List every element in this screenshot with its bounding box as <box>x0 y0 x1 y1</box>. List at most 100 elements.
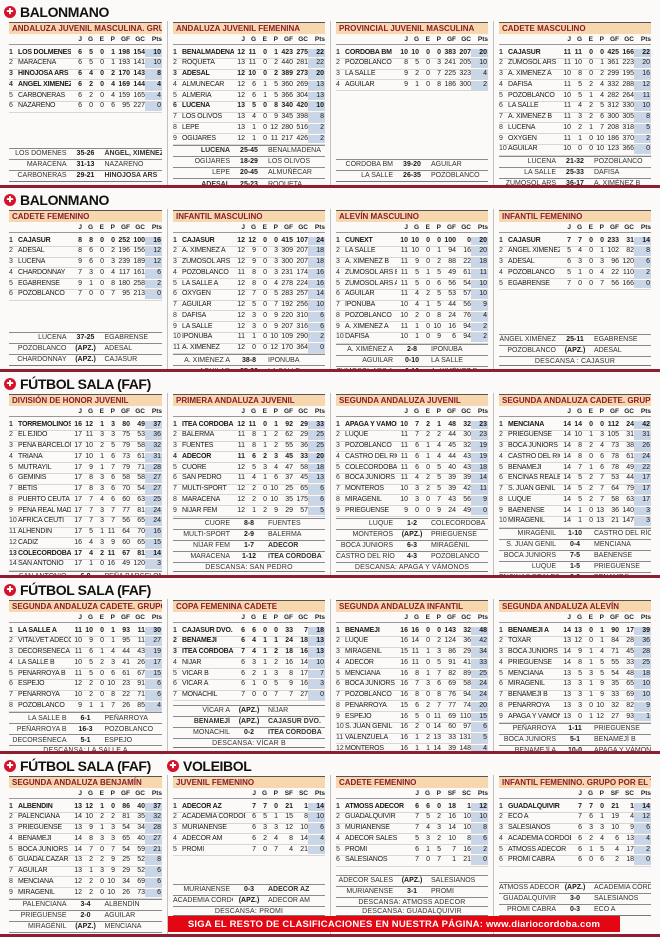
stat-value: 17 <box>626 626 634 634</box>
stat-value: 12 <box>237 247 245 255</box>
stat-value: 107 <box>296 236 308 244</box>
stat-value: 12 <box>74 877 82 885</box>
stat-value: 2 <box>589 834 593 842</box>
points-value: 6 <box>145 888 162 898</box>
stat-value: 227 <box>133 102 145 110</box>
stat-value: 78 <box>611 463 619 471</box>
team-name: ZUMOSOL ARS B <box>345 268 397 276</box>
stat-value: 5 <box>89 59 93 67</box>
rest-note: DESCANSA: PROMI <box>173 906 325 915</box>
stat-value: 345 <box>281 113 293 120</box>
points-value: 2 <box>471 322 488 332</box>
col-header: GC <box>624 408 634 415</box>
team-name: ESPEJO <box>345 712 372 720</box>
table-title: ANDALUZA JUVENIL MASCULINA. GRUPO PERMAN… <box>9 22 162 34</box>
stat-value: 10 <box>411 247 419 255</box>
home-team: ACADEMIA CÓRDOBA <box>173 897 233 905</box>
league-table: COPA FEMENINA CADETE J G E P GF GC Pts 1 CAJASUR … <box>167 599 330 751</box>
points-value: 39 <box>634 626 651 636</box>
stat-value: 61 <box>463 268 471 276</box>
stat-value: 6 <box>252 626 256 634</box>
stat-value: 14 <box>563 452 571 460</box>
stat-value: 1 <box>100 648 104 655</box>
team-name: BENAMEJÍ <box>508 463 542 471</box>
stat-value: 11 <box>107 549 115 557</box>
table-row: 1 CAJASUR DVO. 6 6 0 0 33 7 18 <box>173 626 325 637</box>
section-title: FÚTBOL SALA (FAF) <box>20 757 151 774</box>
stat-value: 12 <box>74 680 82 688</box>
stat-value: 2 <box>100 813 104 821</box>
column-header-row: J G E P GF GC Pts <box>336 614 488 623</box>
col-header: SF <box>610 790 619 797</box>
home-team: PALENCIANA <box>22 901 67 909</box>
table-row: 9 NÍJAR FEM 12 1 2 9 29 57 5 <box>173 506 325 517</box>
points-value: 10 <box>634 680 651 689</box>
points-value: 2 <box>308 134 325 144</box>
team-name: NÍJAR <box>182 658 202 666</box>
points-value: 6 <box>145 691 162 700</box>
points-value: 23 <box>471 420 488 430</box>
score: 18-29 <box>240 158 258 166</box>
stat-value: 8 <box>437 80 441 88</box>
col-header: P <box>110 224 115 231</box>
team-name: BOCA JUNIORS <box>508 442 558 449</box>
rank: 5 <box>336 463 340 471</box>
table-row: 8 LUQUE 14 5 2 7 58 63 17 <box>499 495 651 506</box>
points-value: 28 <box>145 824 162 833</box>
points-value: 8 <box>634 247 651 256</box>
home-team: POZOBLANCO <box>507 347 556 355</box>
stat-value: 2 <box>426 485 430 492</box>
stat-value: 6 <box>415 452 419 460</box>
col-header: GC <box>624 36 634 43</box>
stat-value: 11 <box>237 442 245 449</box>
points-value: 6 <box>308 485 325 494</box>
column-header-row: J G E P GF GC Pts <box>336 224 488 233</box>
table-row: 7 BENAMEJÍ B 13 3 1 9 33 69 10 <box>499 691 651 702</box>
stat-value: 4 <box>252 637 256 645</box>
team-name: ALHENDÍN <box>18 528 52 535</box>
stat-value: 34 <box>137 824 145 831</box>
rank: 4 <box>173 80 177 88</box>
team-name: A. XIMÉNEZ B <box>345 258 389 265</box>
points-value: 16 <box>634 70 651 79</box>
col-header: GC <box>461 224 471 231</box>
stat-value: 16 <box>107 560 115 568</box>
score: 5-1 <box>80 736 91 744</box>
results-block: CÓRDOBA BM 39-20 AGUILAR LA SALLE 26-35 POZOB… <box>336 158 488 182</box>
stat-value: 9 <box>89 637 93 645</box>
col-header: GF <box>120 36 130 43</box>
stat-value: 7 <box>111 506 115 514</box>
stat-value: 4 <box>274 463 278 471</box>
stat-value: 0 <box>426 637 430 645</box>
stat-value: 415 <box>281 236 293 244</box>
team-name: BENAMEJÍ B <box>508 691 548 698</box>
stat-value: 2 <box>274 59 278 67</box>
stat-value: 0 <box>263 70 267 77</box>
col-header: SC <box>298 790 308 797</box>
stat-value: 12 <box>596 712 604 720</box>
away-team: BENALMÁDENA <box>268 147 321 155</box>
rank: 3 <box>499 648 503 655</box>
rank: 3 <box>173 258 177 265</box>
stat-value: 44 <box>448 301 456 308</box>
col-header: G <box>576 224 582 231</box>
points-value: 6 <box>308 824 325 833</box>
stat-value: 0 <box>263 102 267 110</box>
rank: 8 <box>336 495 340 503</box>
stat-value: 1 <box>415 322 419 330</box>
stat-value: 275 <box>296 48 308 56</box>
stat-value: 10 <box>107 877 115 885</box>
points-value: 10 <box>471 290 488 299</box>
table-row: 4 LA SALLE B 10 5 2 3 41 26 17 <box>9 658 162 669</box>
column-header-row: J G E P GF GC Pts <box>499 36 651 45</box>
stat-value: 33 <box>285 626 293 634</box>
stat-value: 58 <box>137 474 145 482</box>
stat-value: 11 <box>137 626 145 634</box>
stat-value: 361 <box>607 59 619 67</box>
stat-value: 8 <box>578 442 582 449</box>
stat-value: 4 <box>89 549 93 557</box>
rank: 14 <box>9 560 17 568</box>
stat-value: 2 <box>100 442 104 449</box>
team-name: ADECOR AZ <box>182 802 222 810</box>
rank: 6 <box>9 290 13 298</box>
